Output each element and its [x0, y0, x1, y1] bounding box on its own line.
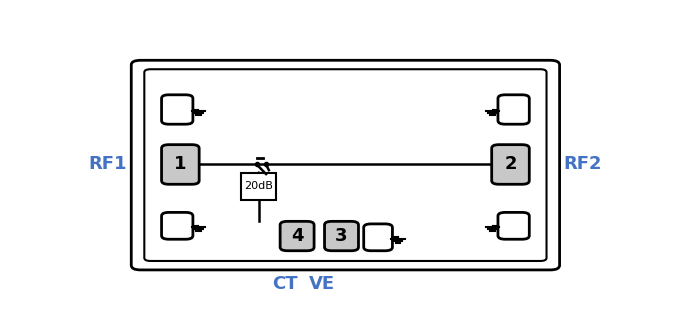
- FancyBboxPatch shape: [498, 95, 529, 124]
- Text: 3: 3: [335, 227, 348, 245]
- FancyBboxPatch shape: [280, 221, 314, 251]
- Text: 20dB: 20dB: [244, 181, 273, 191]
- FancyBboxPatch shape: [364, 224, 392, 251]
- Bar: [241, 173, 276, 200]
- Text: CT: CT: [272, 275, 298, 293]
- FancyBboxPatch shape: [498, 212, 529, 239]
- FancyBboxPatch shape: [492, 145, 529, 184]
- FancyBboxPatch shape: [131, 60, 559, 270]
- Text: 4: 4: [291, 227, 303, 245]
- Text: 1: 1: [174, 155, 187, 173]
- FancyBboxPatch shape: [162, 145, 200, 184]
- FancyBboxPatch shape: [325, 221, 359, 251]
- Text: RF1: RF1: [88, 155, 127, 173]
- FancyBboxPatch shape: [162, 95, 193, 124]
- Text: VE: VE: [309, 275, 335, 293]
- Text: RF2: RF2: [564, 155, 603, 173]
- FancyBboxPatch shape: [144, 69, 547, 261]
- FancyBboxPatch shape: [162, 212, 193, 239]
- Text: 2: 2: [504, 155, 517, 173]
